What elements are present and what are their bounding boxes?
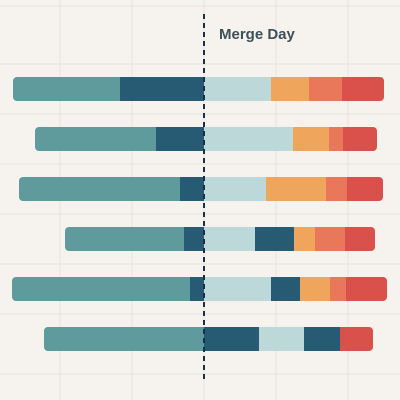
bar-segment-left-teal bbox=[19, 177, 181, 201]
bar-segment-right-pale bbox=[259, 327, 305, 351]
bar-segments bbox=[12, 277, 387, 301]
bar-row bbox=[13, 77, 384, 101]
bar-segment-right-coral bbox=[330, 277, 347, 301]
bar-segment-right-pale bbox=[204, 277, 272, 301]
bar-segment-left-teal bbox=[65, 227, 185, 251]
bar-segments bbox=[13, 77, 384, 101]
bar-segments bbox=[19, 177, 383, 201]
bar-segment-left-navy bbox=[156, 127, 205, 151]
bar-segment-right-orange bbox=[271, 77, 310, 101]
bar-row bbox=[44, 327, 373, 351]
bar-segment-right-navy bbox=[255, 227, 295, 251]
bar-segments bbox=[35, 127, 377, 151]
bar-segment-left-navy bbox=[190, 277, 205, 301]
bar-segment-right-pale bbox=[204, 127, 294, 151]
bar-segment-right-coral bbox=[329, 127, 344, 151]
bar-segment-left-teal bbox=[13, 77, 121, 101]
bar-segment-right-navy bbox=[304, 327, 341, 351]
bar-segment-left-navy bbox=[184, 227, 205, 251]
bar-segments bbox=[65, 227, 375, 251]
bar-segment-right-red bbox=[345, 227, 375, 251]
divider-label: Merge Day bbox=[219, 26, 296, 43]
bar-segment-right-navy bbox=[271, 277, 301, 301]
bar-segment-right-orange bbox=[294, 227, 316, 251]
bar-segment-right-orange bbox=[293, 127, 330, 151]
bar-segment-right-orange bbox=[300, 277, 331, 301]
bar-segment-right-red bbox=[343, 127, 377, 151]
bar-row bbox=[35, 127, 377, 151]
bar-segment-right-red bbox=[346, 277, 387, 301]
bar-segment-left-teal bbox=[44, 327, 205, 351]
bar-segment-right-orange bbox=[266, 177, 327, 201]
bar-segment-right-coral bbox=[315, 227, 346, 251]
bar-segment-right-red bbox=[347, 177, 383, 201]
bars bbox=[12, 77, 387, 351]
bar-segment-left-teal bbox=[35, 127, 157, 151]
bar-segment-right-pale bbox=[204, 77, 272, 101]
bar-segment-left-navy bbox=[120, 77, 205, 101]
bar-segment-right-navy bbox=[204, 327, 260, 351]
bar-row bbox=[12, 277, 387, 301]
bar-segment-right-pale bbox=[204, 227, 256, 251]
bar-row bbox=[65, 227, 375, 251]
bar-segment-right-coral bbox=[326, 177, 348, 201]
bar-segment-left-teal bbox=[12, 277, 191, 301]
bar-segment-right-coral bbox=[309, 77, 343, 101]
bar-segment-right-red bbox=[340, 327, 373, 351]
bar-segment-right-pale bbox=[204, 177, 267, 201]
bar-row bbox=[19, 177, 383, 201]
bar-segments bbox=[44, 327, 373, 351]
bar-segment-left-navy bbox=[180, 177, 205, 201]
bar-segment-right-red bbox=[342, 77, 384, 101]
